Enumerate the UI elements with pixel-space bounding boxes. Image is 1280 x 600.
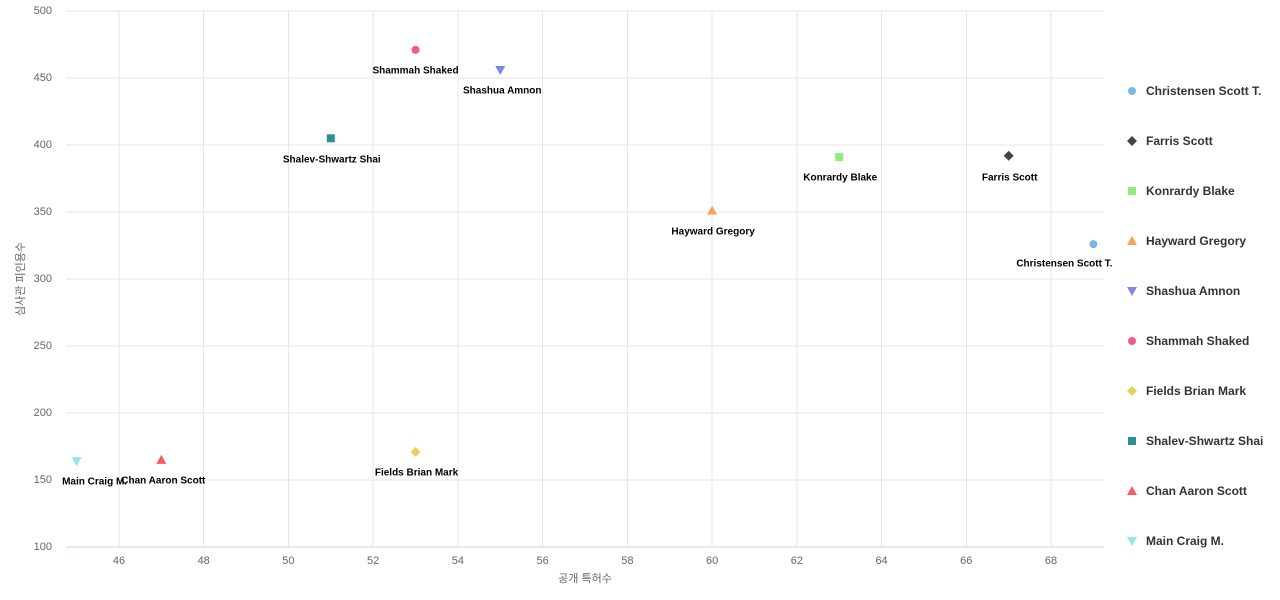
y-tick-label: 100 [33,541,52,553]
circle-icon [1128,87,1136,95]
circle-glyph [1128,337,1136,345]
legend-item-fields-brian-mark[interactable]: Fields Brian Mark [1126,384,1246,398]
x-tick-label: 66 [960,555,973,567]
point-shashua-amnon[interactable] [495,65,506,75]
x-tick-label: 58 [621,555,634,567]
point-label-fields-brian-mark: Fields Brian Mark [374,467,459,479]
x-tick-label: 56 [536,555,549,567]
point-label-chan-aaron-scott: Chan Aaron Scott [121,475,206,487]
circle-glyph [1128,87,1136,95]
x-tick-label: 60 [705,555,719,567]
point-label-farris-scott: Farris Scott [981,172,1038,184]
triangle-glyph [1127,486,1137,495]
y-tick-label: 300 [33,273,52,285]
y-tick-label: 400 [33,139,52,151]
point-shammah-shaked[interactable] [411,45,420,54]
point-christensen-scott-t[interactable] [1089,240,1098,249]
legend-item-shashua-amnon[interactable]: Shashua Amnon [1126,284,1240,298]
legend-label: Shammah Shaked [1146,334,1250,348]
x-tick-label: 50 [282,555,295,567]
diamond-glyph [1127,386,1137,396]
y-tick-label: 250 [33,340,52,352]
legend-label: Konrardy Blake [1146,184,1235,198]
circle-icon [1128,337,1136,345]
y-tick-label: 200 [33,407,52,419]
x-tick-label: 46 [112,555,126,567]
x-axis-title: 공개 특허수 [558,573,612,585]
diamond-icon [1127,386,1137,396]
legend-label: Shashua Amnon [1146,284,1241,298]
legend-item-main-craig-m[interactable]: Main Craig M. [1126,534,1224,548]
legend-item-hayward-gregory[interactable]: Hayward Gregory [1126,234,1246,248]
triangle-down-glyph [1127,287,1137,296]
square-glyph [1128,187,1136,195]
triangle-icon [1127,486,1137,495]
triangle-down-icon [1127,287,1137,296]
diamond-glyph [1127,136,1137,146]
legend-item-shalev-shwartz-shai[interactable]: Shalev-Shwartz Shai [1126,434,1263,448]
point-hayward-gregory[interactable] [707,205,718,215]
x-tick-label: 68 [1044,555,1058,567]
legend-item-konrardy-blake[interactable]: Konrardy Blake [1126,184,1235,198]
legend-label: Main Craig M. [1146,534,1225,548]
x-tick-label: 54 [451,555,465,567]
legend-label: Hayward Gregory [1146,234,1247,248]
point-label-shashua-amnon: Shashua Amnon [462,85,542,97]
point-label-konrardy-blake: Konrardy Blake [803,172,878,184]
legend-label: Fields Brian Mark [1146,384,1247,398]
point-chan-aaron-scott[interactable] [156,454,167,464]
legend-item-farris-scott[interactable]: Farris Scott [1126,134,1213,148]
legend-item-chan-aaron-scott[interactable]: Chan Aaron Scott [1126,484,1247,498]
point-konrardy-blake[interactable] [835,153,844,162]
square-icon [1128,437,1136,445]
legend-item-christensen-scott-t[interactable]: Christensen Scott T. [1126,84,1261,98]
point-label-main-craig-m: Main Craig M. [62,476,128,488]
y-tick-label: 150 [33,474,52,486]
triangle-icon [1127,236,1137,245]
triangle-down-icon [1127,537,1137,546]
triangle-down-glyph [1127,537,1137,546]
point-label-shammah-shaked: Shammah Shaked [372,65,459,77]
diamond-icon [1127,136,1137,146]
x-tick-label: 64 [875,555,888,567]
x-tick-label: 62 [790,555,803,567]
point-main-craig-m[interactable] [71,457,82,467]
y-axis-title: 심사관 피인용수 [15,242,27,316]
legend-item-shammah-shaked[interactable]: Shammah Shaked [1126,334,1249,348]
y-tick-label: 500 [33,5,52,17]
y-tick-label: 350 [33,206,52,218]
point-fields-brian-mark[interactable] [410,446,421,457]
legend-label: Farris Scott [1146,134,1213,148]
point-shalev-shwartz-shai[interactable] [326,134,335,143]
x-tick-label: 52 [367,555,380,567]
point-label-shalev-shwartz-shai: Shalev-Shwartz Shai [282,154,381,166]
legend-label: Christensen Scott T. [1146,84,1262,98]
x-tick-label: 48 [197,555,210,567]
legend-label: Chan Aaron Scott [1146,484,1247,498]
square-icon [1128,187,1136,195]
y-tick-label: 450 [33,72,52,84]
triangle-glyph [1127,236,1137,245]
square-glyph [1128,437,1136,445]
point-farris-scott[interactable] [1003,150,1014,161]
point-label-hayward-gregory: Hayward Gregory [671,226,755,238]
point-label-christensen-scott-t: Christensen Scott T. [1016,258,1113,270]
legend-label: Shalev-Shwartz Shai [1146,434,1264,448]
